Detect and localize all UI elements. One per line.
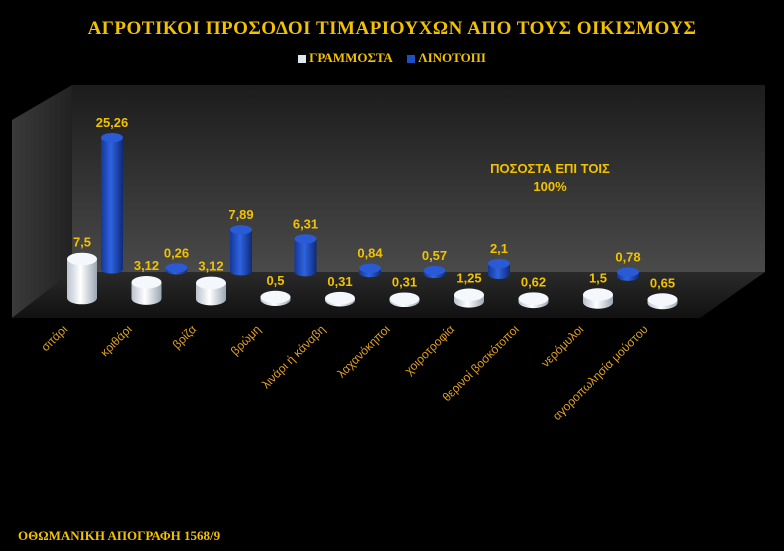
side-wall	[12, 85, 72, 318]
category-label-2: βρίζα	[170, 322, 200, 352]
bar-linotopi-2	[230, 225, 252, 276]
bar-grammosta-0	[67, 252, 97, 305]
bars: 25,26 0,26 7,89 6,31 0,84 0,57 2,1 0,78 7,5 3,12 3…	[67, 115, 678, 310]
value-label-grammosta-2: 3,12	[198, 259, 223, 274]
category-label-4: λινάρι ή κάναβη	[259, 322, 328, 391]
value-label-grammosta-7: 0,62	[521, 274, 546, 289]
value-label-linotopi-6: 2,1	[490, 241, 508, 256]
bar-linotopi-4	[359, 263, 381, 278]
bar-grammosta-6	[454, 288, 484, 308]
bar-grammosta-9	[647, 293, 678, 310]
category-label-6: χοιροτροφία	[402, 322, 457, 377]
value-label-linotopi-2: 7,89	[228, 207, 253, 222]
bar-grammosta-3	[260, 290, 291, 306]
bar-linotopi-5	[423, 265, 446, 279]
footer-note: ΟΘΩΜΑΝΙΚΗ ΑΠΟΓΡΑΦΗ 1568/9	[18, 528, 221, 543]
value-label-linotopi-4: 0,84	[357, 246, 383, 261]
value-label-grammosta-9: 0,65	[650, 275, 675, 290]
value-label-grammosta-6: 1,25	[456, 271, 481, 286]
bar-linotopi-1	[165, 263, 188, 275]
legend-swatch-linotopi	[407, 55, 416, 64]
category-label-5: λαχανόκηποι	[334, 322, 393, 381]
legend-label-grammosta: ΓΡΑΜΜΟΣΤΑ	[309, 50, 393, 65]
value-label-grammosta-1: 3,12	[134, 258, 159, 273]
chart-title: ΑΓΡΟΤΙΚΟΙ ΠΡΟΣΟΔΟΙ ΤΙΜΑΡΙΟΥΧΩΝ ΑΠΟ ΤΟΥΣ …	[87, 18, 697, 39]
category-label-1: κριθάρι	[97, 322, 134, 359]
bar-grammosta-2	[196, 276, 226, 306]
legend-label-linotopi: ΛΙΝΟΤΟΠΙ	[418, 50, 486, 65]
value-label-linotopi-8: 0,78	[615, 250, 640, 265]
legend-entry-linotopi: ΛΙΝΟΤΟΠΙ	[407, 50, 486, 65]
category-label-0: σιτάρι	[38, 322, 70, 354]
category-label-3: βρώμη	[228, 322, 264, 358]
category-label-8: νερόμυλοι	[538, 322, 586, 370]
value-label-linotopi-5: 0,57	[422, 248, 447, 263]
bar-grammosta-1	[131, 276, 162, 305]
annotation-line-1: ΠΟΣΟΣΤΑ ΕΠΙ ΤΟΙΣ	[490, 161, 610, 176]
bar-linotopi-6	[488, 258, 510, 280]
bar-grammosta-8	[583, 288, 613, 309]
value-label-grammosta-8: 1,5	[589, 270, 607, 285]
bar-linotopi-8	[617, 267, 639, 281]
value-label-grammosta-3: 0,5	[266, 273, 284, 288]
value-label-grammosta-5: 0,31	[392, 274, 417, 289]
bar-grammosta-7	[518, 292, 549, 309]
value-label-grammosta-0: 7,5	[73, 235, 91, 250]
value-label-linotopi-1: 0,26	[164, 245, 189, 260]
back-wall	[72, 85, 765, 272]
bar-linotopi-3	[294, 234, 317, 277]
value-label-grammosta-4: 0,31	[327, 274, 352, 289]
legend: ΓΡΑΜΜΟΣΤΑ ΛΙΝΟΤΟΠΙ	[0, 50, 784, 66]
bar-grammosta-4	[325, 291, 355, 307]
legend-swatch-grammosta	[298, 55, 307, 64]
annotation: ΠΟΣΟΣΤΑ ΕΠΙ ΤΟΙΣ 100%	[460, 160, 640, 196]
legend-entry-grammosta: ΓΡΑΜΜΟΣΤΑ	[298, 50, 395, 65]
value-label-linotopi-3: 6,31	[293, 216, 318, 231]
bar-grammosta-5	[389, 292, 420, 308]
bar-linotopi-0	[101, 133, 123, 274]
annotation-line-2: 100%	[533, 179, 567, 194]
value-label-linotopi-0: 25,26	[96, 115, 129, 130]
